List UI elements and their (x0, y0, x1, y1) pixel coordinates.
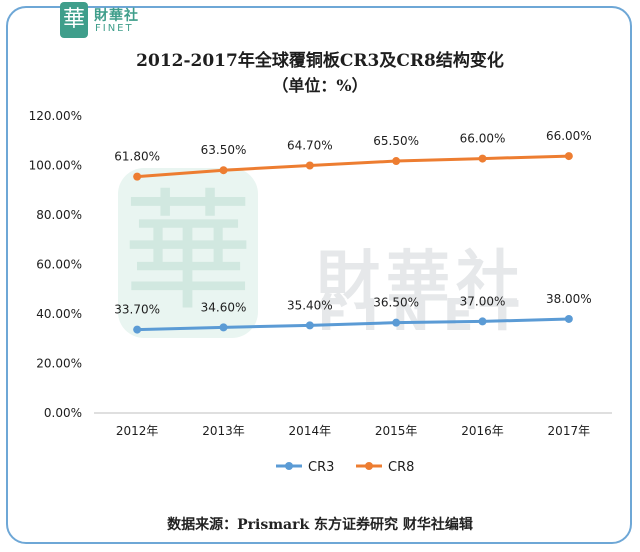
brand-seal: 華 (60, 2, 88, 38)
data-label-cr3: 35.40% (287, 298, 333, 312)
data-point-cr8 (392, 157, 401, 166)
data-point-cr3 (564, 314, 573, 323)
data-point-cr8 (478, 154, 487, 163)
data-point-cr8 (219, 166, 228, 175)
data-point-cr3 (133, 325, 142, 334)
x-tick-label: 2013年 (202, 424, 245, 438)
legend-label-cr3: CR3 (308, 460, 334, 475)
watermark-seal: 華 (118, 168, 258, 338)
y-tick-label: 80.00% (36, 208, 82, 222)
x-tick-label: 2017年 (548, 424, 591, 438)
data-point-cr3 (392, 318, 401, 327)
data-point-cr8 (133, 172, 142, 181)
legend-marker-cr3 (285, 462, 293, 470)
data-label-cr3: 33.70% (114, 303, 160, 317)
x-tick-label: 2015年 (375, 424, 418, 438)
data-point-cr3 (305, 321, 314, 330)
data-label-cr3: 38.00% (546, 292, 592, 306)
data-label-cr8: 66.00% (460, 132, 506, 146)
chart-frame (6, 6, 632, 544)
legend-label-cr8: CR8 (388, 460, 414, 475)
data-point-cr3 (219, 323, 228, 332)
y-tick-label: 60.00% (36, 258, 82, 272)
watermark-name-en: FINET (318, 290, 532, 341)
legend-marker-cr8 (365, 462, 373, 470)
brand-name-cn: 財華社 (94, 8, 139, 24)
data-label-cr3: 37.00% (460, 294, 506, 308)
y-tick-label: 20.00% (36, 357, 82, 371)
data-label-cr8: 61.80% (114, 150, 160, 164)
data-label-cr8: 65.50% (373, 134, 419, 148)
source-note: 数据来源：Prismark 东方证券研究 财华社编辑 (167, 517, 473, 533)
chart-subtitle: （单位：%） (272, 76, 368, 95)
y-tick-label: 0.00% (44, 406, 82, 420)
data-label-cr8: 63.50% (201, 143, 247, 157)
x-tick-label: 2014年 (289, 424, 332, 438)
data-label-cr3: 36.50% (373, 296, 419, 310)
chart-title: 2012-2017年全球覆铜板CR3及CR8结构变化 (136, 51, 504, 71)
watermark-name-cn: 財華社 (316, 244, 526, 319)
data-label-cr3: 34.60% (201, 300, 247, 314)
series-line-cr3 (137, 317, 569, 332)
y-tick-label: 100.00% (29, 159, 82, 173)
brand-name-en: FINET (95, 23, 134, 34)
series-line-cr8 (137, 154, 569, 179)
x-tick-label: 2012年 (116, 424, 159, 438)
data-point-cr8 (564, 152, 573, 161)
y-tick-label: 40.00% (36, 307, 82, 321)
data-label-cr8: 66.00% (546, 129, 592, 143)
x-tick-label: 2016年 (461, 424, 504, 438)
y-tick-label: 120.00% (29, 109, 82, 123)
data-point-cr8 (305, 161, 314, 170)
data-label-cr8: 64.70% (287, 139, 333, 153)
data-point-cr3 (478, 317, 487, 326)
